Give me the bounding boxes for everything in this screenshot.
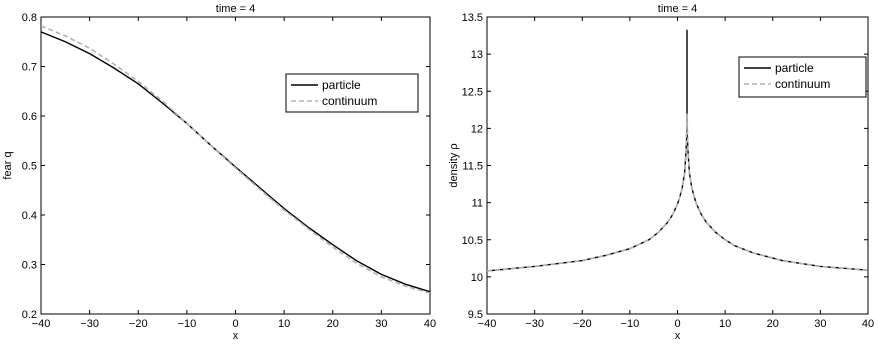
chart-panel-1: −40 −30 −20 −10 0 10 20 30 40 0.2 0.3 0.4 0.5 0.6 0.7 0… bbox=[2, 3, 436, 342]
y-tick-label: 13 bbox=[471, 49, 483, 61]
y-axis-label: density ρ bbox=[448, 143, 460, 187]
y-tick-label: 11 bbox=[472, 198, 483, 210]
x-tick-label: 30 bbox=[375, 318, 387, 330]
legend: particle continuum bbox=[738, 56, 867, 98]
x-tick-label: −10 bbox=[178, 318, 197, 330]
legend-box bbox=[738, 56, 867, 98]
legend-label-continuum: continuum bbox=[322, 94, 377, 108]
y-tick-label: 12 bbox=[471, 123, 483, 135]
x-tick-label: 40 bbox=[862, 318, 874, 330]
chart-title: time = 4 bbox=[216, 3, 255, 15]
y-tick-label: 0.7 bbox=[22, 62, 37, 74]
series-line-continuum bbox=[41, 25, 430, 294]
x-tick-label: 20 bbox=[327, 318, 339, 330]
y-tick-label: 10 bbox=[471, 272, 483, 284]
y-tick-label: 0.3 bbox=[22, 260, 37, 272]
y-axis-label: fear q bbox=[2, 151, 14, 179]
legend-label-continuum: continuum bbox=[775, 77, 830, 91]
legend-label-particle: particle bbox=[775, 61, 814, 75]
x-axis-label: x bbox=[233, 330, 239, 342]
y-tick-label: 0.8 bbox=[22, 12, 37, 24]
x-tick-label: −40 bbox=[32, 318, 51, 330]
x-tick-label: −20 bbox=[129, 318, 148, 330]
y-tick-label: 11.5 bbox=[462, 161, 483, 173]
x-tick-label: 40 bbox=[424, 318, 436, 330]
y-tick-label: 12.5 bbox=[462, 86, 483, 98]
y-tick-label: 0.4 bbox=[22, 210, 37, 222]
legend: particle continuum bbox=[285, 73, 419, 113]
y-tick-label: 13.5 bbox=[462, 12, 483, 24]
x-tick-label: −10 bbox=[621, 318, 640, 330]
plot-area bbox=[40, 16, 431, 315]
y-tick-label: 0.2 bbox=[22, 309, 37, 321]
y-tick-label: 10.5 bbox=[462, 235, 483, 247]
y-tick-label: 0.5 bbox=[22, 161, 37, 173]
x-tick-label: −20 bbox=[573, 318, 592, 330]
x-axis-label: x bbox=[675, 330, 681, 342]
x-tick-label: −30 bbox=[525, 318, 544, 330]
x-tick-label: −30 bbox=[80, 318, 99, 330]
chart-panel-2: −40 −30 −20 −10 0 10 20 30 40 9.5 10 10.5 11 11.5 12 12… bbox=[448, 3, 874, 342]
x-tick-label: 30 bbox=[814, 318, 826, 330]
legend-label-particle: particle bbox=[322, 78, 361, 92]
y-tick-label: 0.6 bbox=[22, 111, 37, 123]
chart-title: time = 4 bbox=[658, 3, 697, 15]
y-tick-label: 9.5 bbox=[468, 309, 483, 321]
x-tick-label: −40 bbox=[478, 318, 497, 330]
x-tick-label: 0 bbox=[674, 318, 680, 330]
x-tick-label: 10 bbox=[278, 318, 290, 330]
legend-box bbox=[285, 73, 419, 113]
x-tick-label: 10 bbox=[719, 318, 731, 330]
x-tick-label: 0 bbox=[232, 318, 238, 330]
x-tick-label: 20 bbox=[767, 318, 779, 330]
